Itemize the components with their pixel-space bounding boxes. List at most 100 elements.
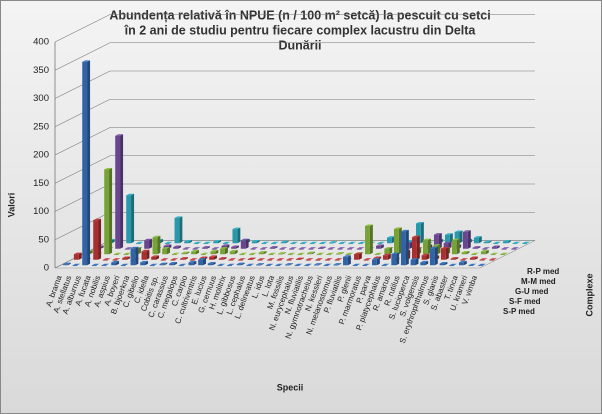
y-tick-label: 300 (33, 93, 49, 104)
bar-face (490, 254, 496, 256)
bar-face (285, 263, 293, 265)
bar-face (365, 224, 373, 226)
bar (333, 263, 342, 266)
bar-face (271, 241, 279, 244)
bar-face (149, 238, 153, 249)
bar-face (261, 243, 267, 245)
bar (294, 263, 303, 267)
bar (522, 241, 531, 245)
bar-face (300, 257, 304, 260)
bar-face (109, 168, 113, 255)
bar-face (420, 262, 426, 266)
bar-face (213, 255, 217, 260)
bar-face (261, 241, 270, 244)
bar-face (82, 60, 91, 62)
bar (473, 236, 482, 244)
bar-face (426, 253, 430, 260)
bar (265, 263, 274, 267)
bar-face (160, 238, 164, 244)
bar-face (451, 240, 457, 255)
bar-face (193, 243, 199, 245)
bar (111, 260, 120, 266)
bar-face (448, 241, 452, 249)
bar (231, 245, 239, 249)
z-axis-title: Complexe (584, 273, 594, 316)
bar (480, 249, 489, 255)
bar-face (169, 263, 174, 266)
bar-face (258, 251, 267, 253)
bar (239, 252, 248, 256)
bar-face (209, 255, 217, 257)
bar-face (369, 224, 373, 255)
bar-face (101, 265, 107, 267)
bar-face (210, 251, 216, 255)
grid-line (54, 127, 535, 156)
x-axis-title: Specii (277, 382, 304, 392)
bar-face (72, 265, 78, 267)
bar (308, 247, 317, 250)
bar-face (333, 264, 339, 266)
bar-face (234, 249, 238, 255)
bar (164, 241, 173, 245)
bar (478, 263, 487, 267)
bar-face (422, 238, 431, 241)
bar-face (460, 259, 466, 261)
bar-face (232, 229, 238, 244)
bar (82, 60, 91, 266)
bar-face (501, 248, 507, 250)
bar-face (314, 264, 319, 266)
bar (327, 247, 336, 250)
bar-face (159, 262, 168, 265)
bar-face (294, 265, 300, 267)
bar (91, 263, 100, 267)
bar-face (116, 260, 120, 266)
bar-face (348, 243, 354, 245)
legend-label: S-F med (509, 297, 541, 306)
bar (171, 252, 180, 256)
bar (144, 238, 153, 249)
grid-line (54, 14, 535, 43)
bar-face (471, 254, 477, 256)
bar (130, 246, 139, 266)
bar-face (140, 262, 146, 266)
bar (240, 238, 249, 249)
bar-face (265, 265, 271, 267)
bar-face (145, 260, 149, 266)
bar (184, 240, 193, 244)
bar-face (358, 241, 366, 244)
bar (222, 241, 231, 245)
bar-face (420, 260, 429, 263)
bar-face (478, 263, 487, 266)
bar-face (252, 257, 256, 260)
bar-face (151, 256, 157, 260)
bar-face (260, 263, 264, 266)
bar-face (180, 257, 188, 259)
bar-face (203, 241, 212, 244)
bar (189, 258, 198, 261)
bar-face (200, 252, 209, 255)
bar-face (191, 249, 199, 252)
bar-face (305, 259, 311, 261)
bar-face (157, 235, 161, 255)
bar-face (240, 238, 249, 241)
bar-face (222, 243, 228, 245)
bar-face (62, 264, 68, 266)
bar-face (140, 260, 149, 263)
bar-face (111, 260, 120, 263)
bar-face (522, 243, 528, 245)
legend-label: R-P med (527, 267, 559, 276)
bar-face (449, 265, 455, 267)
bar-face (98, 218, 102, 260)
bar (218, 257, 227, 260)
bar-face (236, 262, 245, 265)
bar-face (394, 228, 399, 255)
bar (512, 241, 521, 245)
bar-face (229, 249, 238, 252)
bar (261, 241, 270, 245)
bar-face (479, 258, 488, 260)
bar-face (391, 253, 397, 266)
bar-face (224, 247, 228, 255)
bar-face (491, 245, 500, 248)
bar-face (480, 249, 489, 252)
bar (501, 247, 510, 250)
